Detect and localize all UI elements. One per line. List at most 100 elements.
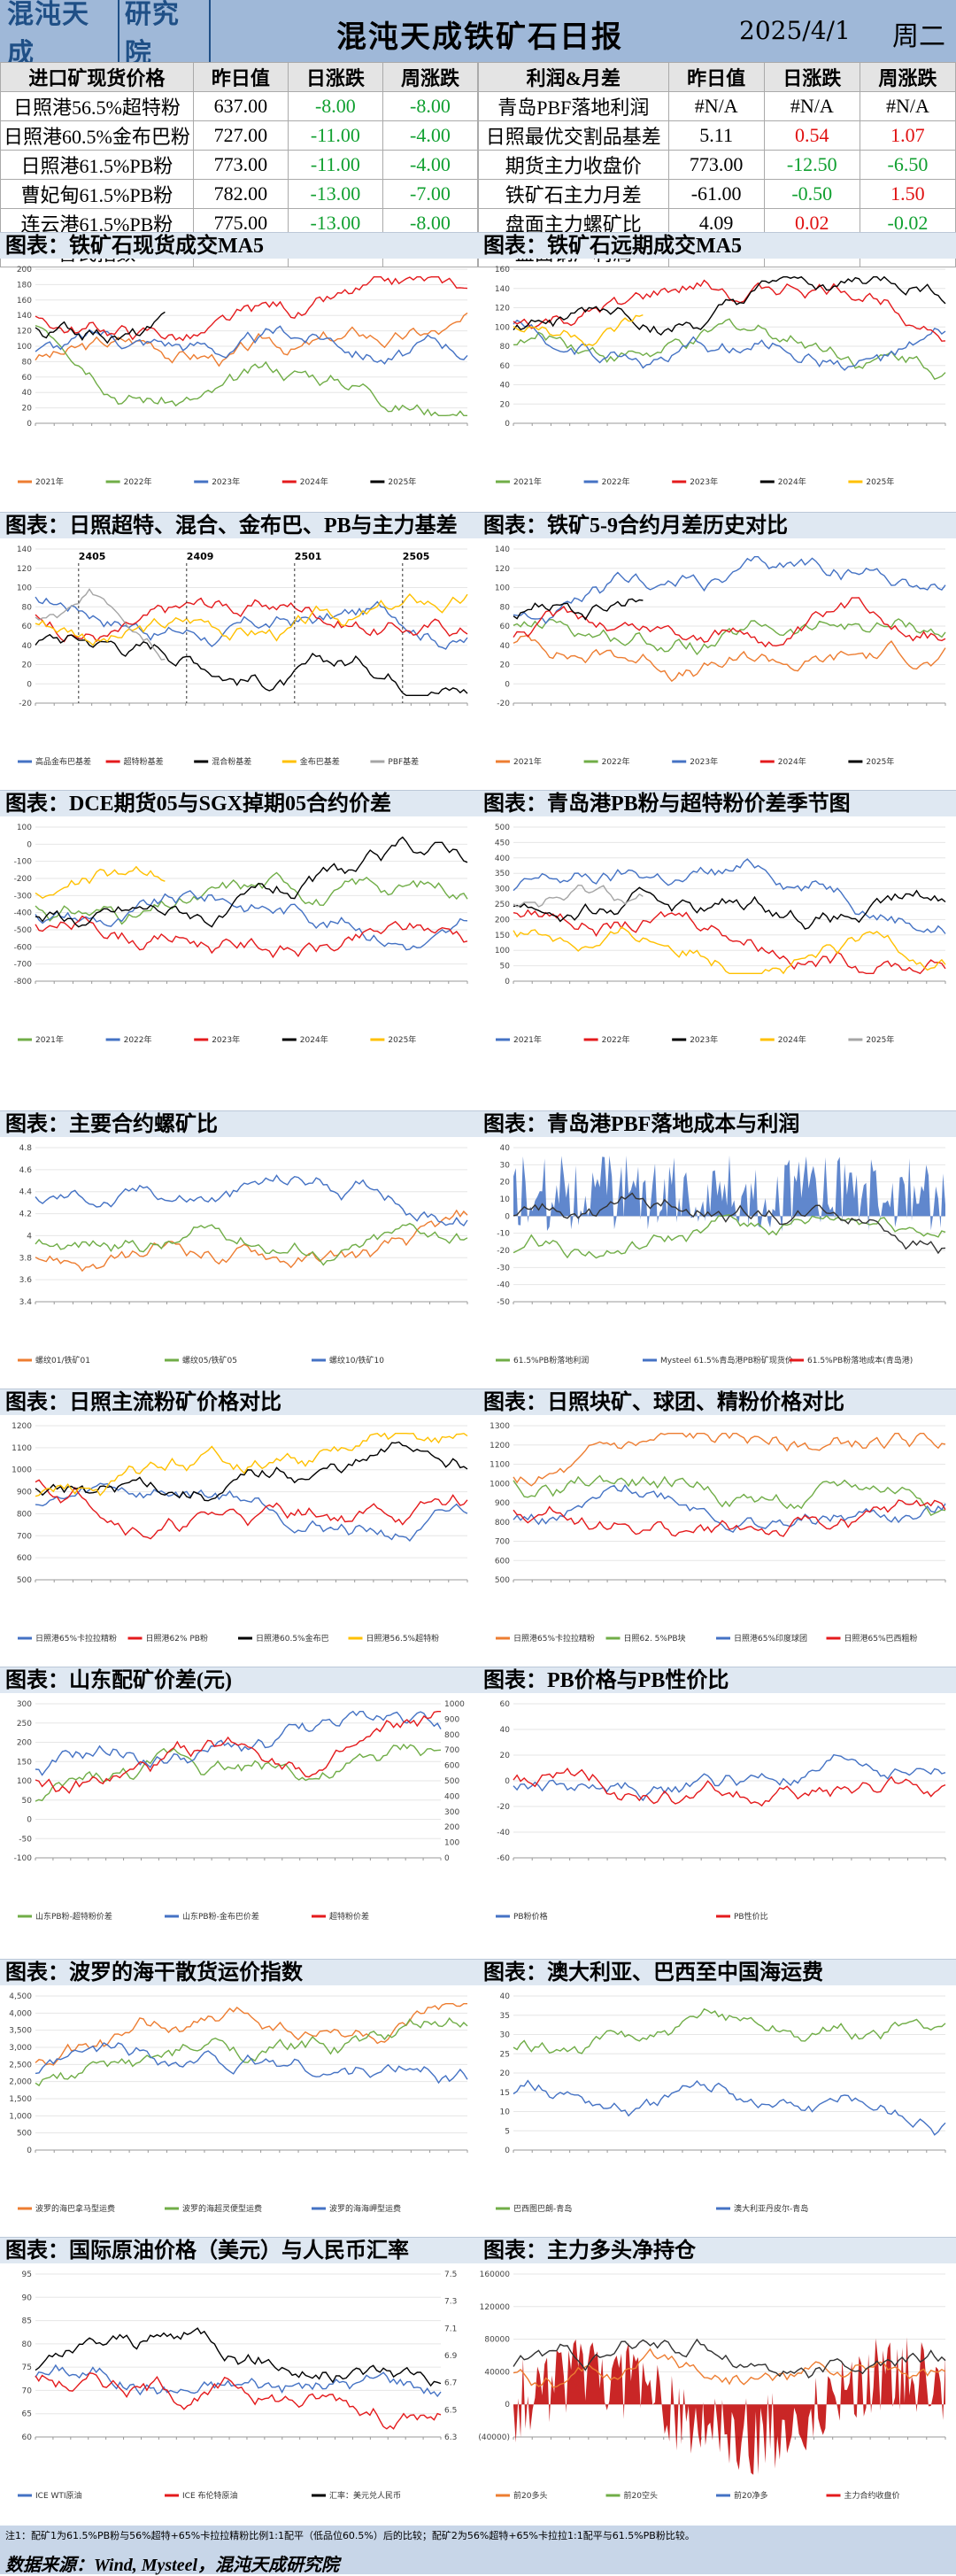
y2-tick-label: 7.3 (444, 2298, 457, 2307)
series-line (35, 2017, 468, 2087)
chart-title: 图表：铁矿石现货成交MA5 (0, 232, 478, 259)
y-tick-label: 250 (495, 901, 510, 909)
table-cell: 773.00 (192, 150, 289, 180)
chart-title: 图表：青岛港PBF落地成本与利润 (478, 1110, 956, 1137)
table-cell: 日照港61.5%PB粉 (0, 150, 194, 180)
chart-svg: 3.4 3.6 3.8 4 4.2 4.4 4.6 4.8 螺纹01/铁矿01 螺纹05/铁矿05… (18, 1144, 468, 1365)
legend-label: 2022年 (602, 476, 630, 487)
y2-tick-label: 6.5 (444, 2406, 457, 2415)
y-tick-label: 0 (27, 2147, 32, 2155)
legend-label: 前20空头 (624, 2490, 658, 2501)
y-tick-label: 70 (22, 2386, 33, 2395)
y-tick-label: -100 (14, 1854, 33, 1863)
chart-svg: 60 65 70 75 80 85 90 95 6.3 6.5 6.7 6.9 7.1 7.3 7.5 ICE… (18, 2270, 458, 2501)
chart-svg: 0 20 40 60 80 100 120 140 160 2021年 2022年 2023年 2024… (495, 266, 946, 487)
table-cell: -12.50 (763, 150, 860, 180)
y-tick-label: 20 (500, 1179, 511, 1187)
legend-label: 日照港65%卡拉拉精粉 (513, 1633, 595, 1644)
table-cell: 日照最优交割品基差 (478, 120, 669, 151)
chart-c9: 500 600 700 800 900 1000 1100 1200 日照港65%卡拉拉精粉 日照… (0, 1417, 476, 1651)
series-line (35, 311, 166, 344)
table-cell: #N/A (763, 91, 860, 121)
chart-svg: -60 -40 -20 0 20 40 60 PB粉价格 PB性价比 (496, 1700, 946, 1922)
series-line (35, 312, 468, 367)
y-tick-label: -20 (497, 700, 510, 708)
y-tick-label: 3.4 (19, 1298, 33, 1307)
table-header: 周涨跌 (859, 62, 956, 92)
y-tick-label: 200 (495, 916, 510, 924)
legend-label: 高品金布巴基差 (35, 756, 91, 767)
table-row: 日照港61.5%PB粉 773.00 -11.00 -4.00 (0, 150, 479, 180)
spread-profit-table: 利润&月差 昨日值 日涨跌 周涨跌 青岛PBF落地利润 #N/A #N/A #N/A 日照最优交… (478, 62, 956, 267)
chart-title: 图表：澳大利亚、巴西至中国海运费 (478, 1959, 956, 1985)
y2-tick-label: 6.3 (444, 2433, 457, 2442)
series-line (35, 1743, 442, 1802)
series-line (513, 597, 946, 648)
table-cell: -6.50 (859, 150, 956, 180)
legend-label: 2024年 (778, 756, 806, 767)
y-tick-label: 0 (505, 978, 510, 986)
table-header: 昨日值 (192, 62, 289, 92)
y2-tick-label: 800 (444, 1731, 459, 1740)
y-tick-label: 1,500 (9, 2095, 32, 2104)
legend-label: ICE WTI原油 (35, 2490, 82, 2501)
y-tick-label: 40 (22, 642, 33, 651)
y-tick-label: 180 (17, 281, 32, 290)
y-tick-label: 15 (500, 2089, 510, 2098)
y-tick-label: 4.2 (19, 1211, 32, 1219)
table-cell: -0.50 (763, 179, 860, 209)
y-tick-label: -800 (14, 978, 33, 986)
chart-svg: 0 500 1,000 1,500 2,000 2,500 3,000 3,500 4,000 4… (9, 1992, 468, 2214)
legend-label: 2023年 (690, 1034, 718, 1045)
legend-label: 超特粉基差 (124, 756, 164, 767)
series-line (513, 2007, 946, 2054)
series-line (513, 1474, 946, 1517)
y2-tick-label: 500 (444, 1777, 459, 1786)
report-date: 2025/4/1 (739, 16, 851, 45)
series-line (35, 1441, 468, 1502)
table-cell: -4.00 (382, 150, 479, 180)
chart-svg: -800 -700 -600 -500 -400 -300 -200 -100 0 100 2021… (14, 824, 468, 1045)
legend-label: 2024年 (300, 1034, 328, 1045)
y-tick-label: 60 (500, 1700, 511, 1709)
series-line (513, 1432, 946, 1487)
legend-label: 前20净多 (734, 2490, 767, 2501)
series-line (513, 2348, 946, 2388)
y-tick-label: 4.4 (19, 1188, 33, 1197)
header-bar: 混沌天成 研究院 混沌天成铁矿石日报 2025/4/1 周二 (0, 0, 956, 72)
chart-c7: 3.4 3.6 3.8 4 4.2 4.4 4.6 4.8 螺纹01/铁矿01 螺纹05/铁矿05… (0, 1139, 476, 1373)
y-tick-label: 80 (22, 2340, 33, 2349)
chart-svg: -50 -40 -30 -20 -10 0 10 20 30 40 61.5%PB粉落地利润 Myst… (496, 1144, 946, 1365)
series-line (35, 1711, 441, 1794)
table-row: 日照最优交割品基差 5.11 0.54 1.07 (478, 120, 956, 151)
y-tick-label: 120 (17, 565, 32, 574)
y-tick-label: 0 (505, 1212, 510, 1221)
y-tick-label: -60 (497, 1854, 510, 1863)
y-tick-label: 0 (505, 1777, 510, 1786)
series-line (35, 592, 468, 646)
legend-label: 2021年 (513, 1034, 542, 1045)
series-line (35, 1479, 468, 1540)
y-tick-label: 40 (500, 382, 511, 391)
table-cell: 曹妃甸61.5%PB粉 (0, 179, 194, 209)
y-tick-label: 3,500 (9, 2027, 32, 2036)
table-cell: #N/A (859, 91, 956, 121)
legend-label: 山东PB粉-超特粉价差 (35, 1911, 112, 1922)
y-tick-label: 100 (17, 584, 32, 593)
y-tick-label: -20 (497, 1247, 510, 1256)
chart-c4: -20 0 20 40 60 80 100 120 140 2021年 2022年 2023年 2024… (478, 540, 954, 774)
y-tick-label: 160 (17, 297, 32, 306)
chart-c12: -60 -40 -20 0 20 40 60 PB粉价格 PB性价比 (478, 1695, 954, 1929)
y-tick-label: 80 (22, 358, 33, 367)
table-row: 期货主力收盘价 773.00 -12.50 -6.50 (478, 150, 956, 180)
chart-svg: 0 20 40 60 80 100 120 140 160 180 200 2021年 2022年 202… (17, 266, 468, 487)
legend-label: 2025年 (388, 1034, 416, 1045)
y2-tick-label: 200 (444, 1823, 459, 1832)
legend-label: 金布巴基差 (300, 756, 340, 767)
chart-c1: 0 20 40 60 80 100 120 140 160 180 200 2021年 2022年 202… (0, 260, 476, 494)
series-line (35, 1209, 468, 1273)
series-line (513, 1483, 946, 1533)
legend-label: 日照港65%印度球团 (734, 1633, 807, 1644)
chart-svg: 0 50 100 150 200 250 300 350 400 450 500 2021年 2022年… (495, 824, 946, 1045)
table-header: 利润&月差 (478, 62, 669, 92)
